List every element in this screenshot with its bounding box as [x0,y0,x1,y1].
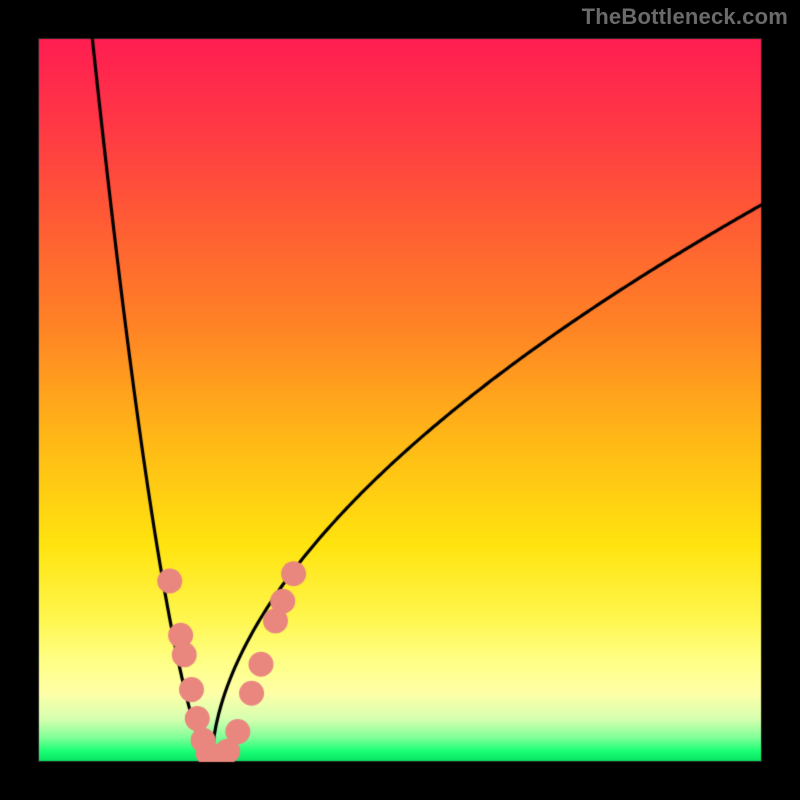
bottleneck-v-curve-chart [0,0,800,800]
chart-container: TheBottleneck.com [0,0,800,800]
watermark-text: TheBottleneck.com [582,4,788,30]
